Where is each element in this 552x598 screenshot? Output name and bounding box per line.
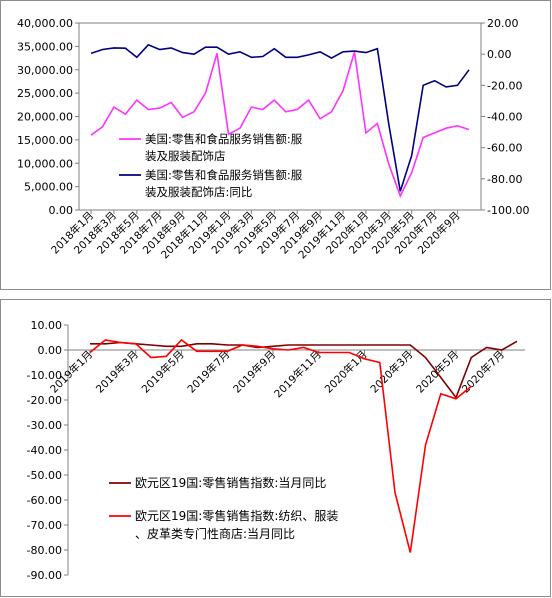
chart-eurozone-retail: 10.00 0.00 -10.00 -20.00 -30.00 -40.00 -50.00 -… [27, 319, 525, 582]
y-axis-tick-label: -50.00 [27, 469, 62, 482]
x-axis-tick-label: 2019年3月 [93, 348, 141, 396]
y-axis-tick-label: 40,000.00 [17, 17, 73, 30]
x-axis-tick-label: 2019年7月 [185, 348, 233, 396]
series-line-2 [89, 338, 472, 553]
series-line-2 [90, 43, 470, 192]
x-axis-tick-label: 2020年1月 [322, 348, 370, 396]
legend-label-2: 装及服装配饰店:同比 [145, 185, 252, 199]
chart-panel-top: 40,000.00 35,000.00 30,000.00 25,000.00 20,0… [0, 0, 551, 290]
legend-label-2: 欧元区19国:零售销售指数:纺织、服装 [135, 508, 338, 523]
y-axis-tick-label: -40.00 [27, 444, 62, 457]
plot-area [78, 22, 482, 211]
legend-label-2: 美国:零售和食品服务销售额:服 [145, 168, 303, 182]
y2-axis-tick-label: -20.00 [487, 79, 522, 92]
y-axis-tick-label: -10.00 [27, 369, 62, 382]
series-line-1 [90, 51, 470, 199]
x-axis-tick-label: 2019年5月 [139, 348, 187, 396]
y-axis-tick-label: 35,000.00 [17, 40, 73, 53]
chart-us-apparel: 40,000.00 35,000.00 30,000.00 25,000.00 20,0… [17, 17, 529, 261]
y-axis-tick-label: -30.00 [27, 419, 62, 432]
series-line-1 [90, 340, 518, 400]
y-axis-tick-label: -90.00 [27, 569, 62, 582]
y2-axis-tick-label: -60.00 [487, 142, 522, 155]
y-axis-tick-label: 5,000.00 [24, 181, 73, 194]
y2-axis-tick-label: -80.00 [487, 173, 522, 186]
y-axis-tick-label: -60.00 [27, 494, 62, 507]
y2-axis-tick-label: 0.00 [487, 48, 512, 61]
y-axis-tick-label: 30,000.00 [17, 64, 73, 77]
x-axis-tick-label: 2019年11月 [271, 348, 323, 400]
legend-label-2: 、皮革类专门性商店:当月同比 [135, 526, 295, 541]
y-axis-tick-label: 20,000.00 [17, 111, 73, 124]
y-axis-tick-label: -70.00 [27, 519, 62, 532]
y-axis-tick-label: -80.00 [27, 544, 62, 557]
y-axis-tick-label: 0.00 [38, 344, 63, 357]
x-axis-tick-label: 2020年3月 [368, 348, 416, 396]
y-axis-tick-label: 10,000.00 [17, 157, 73, 170]
legend-label-1: 欧元区19国:零售销售指数:当月同比 [135, 475, 326, 490]
y2-axis-tick-label: -100.00 [487, 204, 529, 217]
x-axis-tick-label: 2019年9月 [230, 348, 278, 396]
y2-axis-tick-label: 20.00 [487, 17, 519, 30]
y-axis-tick-label: 0.00 [49, 204, 74, 217]
y-axis-tick-label: -20.00 [27, 394, 62, 407]
y-axis-tick-label: 10.00 [31, 319, 63, 332]
y-axis-tick-label: 25,000.00 [17, 87, 73, 100]
legend-label-1: 美国:零售和食品服务销售额:服 [145, 132, 303, 146]
chart-panel-bottom: 10.00 0.00 -10.00 -20.00 -30.00 -40.00 -50.00 -… [0, 299, 551, 597]
y-axis-tick-label: 15,000.00 [17, 134, 73, 147]
legend-label-1: 装及服装配饰店 [145, 149, 226, 163]
y2-axis-tick-label: -40.00 [487, 111, 522, 124]
